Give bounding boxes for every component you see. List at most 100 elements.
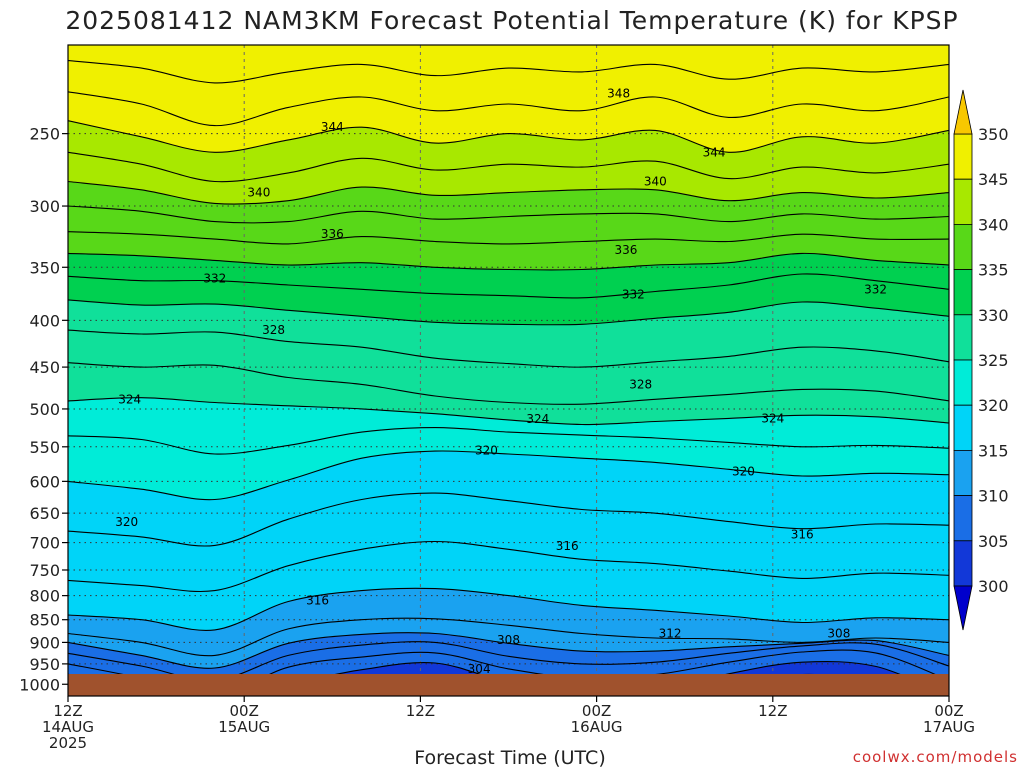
contour-label: 328 [262, 323, 285, 337]
x-tick-label: 12Z [758, 702, 787, 720]
colorbar-tick-label: 335 [978, 261, 1009, 280]
contour-328 [68, 329, 949, 368]
colorbar-tick-label: 340 [978, 215, 1009, 234]
colorbar-swatch [953, 495, 973, 542]
x-tick-label: 15AUG [218, 718, 270, 736]
svg-text:332: 332 [864, 282, 887, 296]
contour-label: 320 [475, 443, 498, 457]
contour-332 [68, 273, 949, 299]
svg-text:328: 328 [262, 323, 285, 337]
colorbar-tick-label: 345 [978, 170, 1009, 189]
contour-label: 308 [497, 633, 520, 647]
contour-label: 332 [203, 271, 226, 285]
colorbar-swatch [953, 133, 973, 180]
svg-text:340: 340 [247, 186, 270, 200]
contour-344 [68, 120, 949, 153]
svg-text:344: 344 [703, 145, 726, 159]
colorbar-swatch [953, 314, 973, 361]
colorbar-swatch [953, 359, 973, 406]
colorbar-tick-label: 310 [978, 487, 1009, 506]
x-tick-label: 16AUG [571, 718, 623, 736]
contour-label: 336 [615, 243, 638, 257]
contour-310 [68, 632, 949, 669]
svg-text:320: 320 [115, 515, 138, 529]
contour-322 [68, 427, 949, 455]
contour-330 [68, 299, 949, 326]
contour-label: 344 [321, 120, 344, 134]
svg-text:308: 308 [497, 633, 520, 647]
contour-label: 344 [703, 145, 726, 159]
contour-348 [68, 60, 949, 84]
svg-text:312: 312 [659, 626, 682, 640]
svg-text:324: 324 [761, 411, 784, 425]
svg-text:316: 316 [556, 539, 579, 553]
contour-label: 316 [556, 539, 579, 553]
contour-338 [68, 205, 949, 224]
colorbar-swatch [953, 269, 973, 316]
y-tick-label: 250 [29, 125, 60, 144]
y-tick-label: 400 [29, 311, 60, 330]
y-tick-label: 800 [29, 587, 60, 606]
contour-label: 332 [622, 288, 645, 302]
svg-text:304: 304 [468, 662, 491, 676]
y-tick-label: 600 [29, 472, 60, 491]
contour-label: 332 [864, 282, 887, 296]
contour-label: 312 [659, 626, 682, 640]
svg-text:320: 320 [732, 464, 755, 478]
svg-text:344: 344 [321, 120, 344, 134]
contour-312 [68, 617, 949, 657]
colorbar-bottom-arrow [953, 585, 973, 631]
contour-label: 340 [644, 174, 667, 188]
contour-340 [68, 180, 949, 205]
y-tick-label: 550 [29, 438, 60, 457]
svg-text:348: 348 [607, 87, 630, 101]
colorbar-swatch [953, 178, 973, 225]
contour-label: 336 [321, 227, 344, 241]
colorbar: 300 305 310 315 320 325 330 335 340 345 350 [953, 89, 1009, 631]
colorbar-tick-label: 350 [978, 125, 1009, 144]
x-tick-label: 00Z [582, 702, 611, 720]
contour-316 [68, 540, 949, 593]
contour-label: 316 [791, 528, 814, 542]
contour-326 [68, 362, 949, 405]
contour-label: 304 [468, 662, 491, 676]
contour-320 [68, 450, 949, 501]
contour-label: 308 [827, 626, 850, 640]
y-tick-label: 750 [29, 561, 60, 580]
svg-text:316: 316 [306, 594, 329, 608]
colorbar-tick-label: 325 [978, 351, 1009, 370]
contour-label: 316 [306, 594, 329, 608]
colorbar-tick-label: 315 [978, 441, 1009, 460]
y-tick-label: 500 [29, 400, 60, 419]
colorbar-tick-label: 300 [978, 577, 1009, 596]
colorbar-swatch [953, 449, 973, 496]
plot-area [68, 45, 949, 696]
y-tick-label: 700 [29, 534, 60, 553]
svg-text:332: 332 [622, 288, 645, 302]
contour-336 [68, 231, 949, 245]
x-tick-label: 17AUG [923, 718, 975, 736]
contour-label: 340 [247, 186, 270, 200]
ground-surface [68, 674, 949, 696]
svg-text:324: 324 [118, 392, 141, 406]
x-axis-label: Forecast Time (UTC) [414, 747, 605, 768]
colorbar-swatch [953, 223, 973, 270]
x-tick-label: 2025 [49, 734, 87, 752]
contour-labels: 348 344 344 340 340 336 336 332 332 332 328 328 324 3… [115, 87, 887, 676]
contour-label: 328 [629, 377, 652, 391]
contour-label: 348 [607, 87, 630, 101]
x-tick-label: 00Z [230, 702, 259, 720]
colorbar-tick-label: 320 [978, 396, 1009, 415]
colorbar-swatch [953, 404, 973, 451]
svg-text:340: 340 [644, 174, 667, 188]
contour-label: 324 [118, 392, 141, 406]
svg-text:316: 316 [791, 528, 814, 542]
y-tick-label: 1000 [19, 675, 60, 694]
x-tick-label: 12Z [53, 702, 82, 720]
svg-text:332: 332 [203, 271, 226, 285]
contour-346 [68, 91, 949, 127]
svg-text:336: 336 [615, 243, 638, 257]
filled-contours [68, 45, 949, 696]
